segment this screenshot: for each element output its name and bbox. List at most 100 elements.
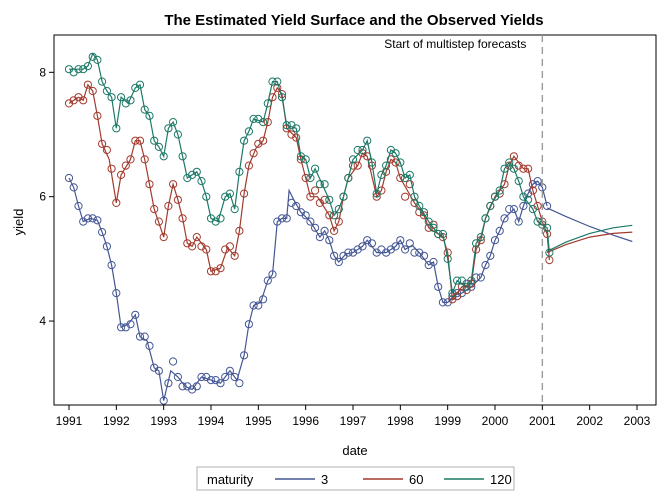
series-3-point	[221, 372, 230, 382]
series-120-point	[396, 158, 405, 167]
x-axis-label: date	[342, 443, 367, 458]
series-60-point	[396, 173, 405, 183]
series-120-point	[377, 170, 386, 179]
series-60-point	[93, 111, 102, 120]
x-tick-label: 2000	[482, 414, 509, 428]
series-120-point	[405, 170, 414, 179]
series-120-point	[481, 214, 490, 223]
series-3-point	[320, 226, 329, 235]
series-3-point	[154, 366, 163, 375]
series-120-point	[438, 229, 447, 239]
series-60-point	[102, 145, 112, 155]
series-120-point	[524, 195, 533, 204]
series-3-point	[282, 214, 291, 223]
x-tick-label: 2002	[576, 414, 603, 428]
series-120-point	[448, 289, 457, 298]
series-120-point	[330, 211, 339, 220]
x-tick-label: 1992	[103, 414, 130, 428]
series-120-point	[268, 77, 277, 86]
x-tick-label: 2003	[624, 414, 651, 428]
series-3-point	[325, 236, 334, 245]
series-60-point	[117, 170, 126, 179]
series-60-point	[216, 264, 225, 273]
series-120-point	[462, 282, 471, 291]
x-tick-label: 1993	[150, 414, 177, 428]
series-60-point	[240, 189, 249, 198]
series-120-point	[273, 77, 282, 86]
series-120-point	[514, 177, 523, 186]
series-3-point	[64, 173, 74, 183]
series-3-point	[495, 226, 504, 235]
series-60-point	[83, 80, 93, 89]
series-60-point	[249, 149, 258, 158]
series-120-point	[107, 93, 116, 102]
y-tick-label: 8	[39, 65, 46, 79]
series-120-point	[528, 205, 538, 214]
series-120-point	[358, 145, 367, 155]
series-60-point	[325, 211, 334, 220]
series-60-point	[112, 198, 121, 207]
series-120-point	[93, 55, 102, 65]
series-120-point	[169, 118, 178, 127]
series-3-point	[88, 214, 97, 223]
series-120-point	[202, 192, 211, 201]
series-60-point	[334, 217, 343, 226]
series-60-point	[519, 164, 528, 173]
series-60-point	[202, 245, 211, 254]
series-60-point	[320, 195, 329, 204]
series-3-point	[244, 320, 253, 329]
series-3-point	[126, 320, 135, 329]
series-120-point	[263, 99, 272, 108]
series-60-point	[206, 267, 216, 276]
series-3-point	[500, 214, 509, 223]
series-60-point	[225, 242, 234, 251]
series-3-point	[102, 242, 112, 251]
series-120-point	[259, 118, 268, 127]
series-60-point	[301, 173, 310, 183]
series-3-point	[140, 332, 149, 341]
series-3-point	[135, 332, 145, 341]
series-60-point	[353, 161, 362, 170]
series-3-point	[410, 248, 419, 257]
series-3-point	[543, 201, 552, 211]
series-60-point	[131, 136, 140, 145]
series-60-point	[391, 158, 400, 167]
series-120-point	[476, 233, 485, 242]
series-60-point	[235, 226, 244, 235]
series-120-point	[178, 152, 187, 161]
series-120-point	[83, 62, 93, 71]
series-120-point	[348, 155, 358, 164]
series-3-point	[107, 261, 116, 270]
y-axis-label: yield	[11, 209, 26, 236]
series-3-point	[164, 379, 173, 388]
series-120-point	[415, 201, 424, 211]
series-60-point	[154, 217, 163, 226]
series-3-point	[519, 201, 528, 211]
series-120-forecast-line	[546, 224, 633, 252]
series-60-point	[121, 161, 130, 170]
series-120-point	[382, 161, 391, 170]
series-60-point	[178, 214, 187, 223]
series-120-point	[197, 177, 206, 186]
series-120-point	[372, 189, 381, 198]
legend-label-120: 120	[490, 472, 512, 487]
series-60-point	[140, 155, 149, 164]
legend-title: maturity	[207, 472, 254, 487]
series-120-point	[98, 77, 107, 86]
series-3-point	[358, 242, 367, 251]
x-tick-label: 1999	[434, 414, 461, 428]
series-120-point	[419, 208, 429, 217]
x-tick-label: 2001	[529, 414, 556, 428]
series-60-point	[348, 161, 358, 170]
series-3-forecast-line	[546, 207, 633, 243]
series-120-point	[301, 155, 310, 164]
series-60-point	[419, 211, 429, 220]
series-3	[64, 173, 633, 405]
series-3-point	[197, 372, 206, 382]
series-120-point	[277, 93, 287, 102]
series-120-point	[311, 164, 320, 173]
legend-box	[196, 466, 515, 491]
series-3-point	[74, 201, 83, 211]
series-60-point	[188, 242, 197, 251]
